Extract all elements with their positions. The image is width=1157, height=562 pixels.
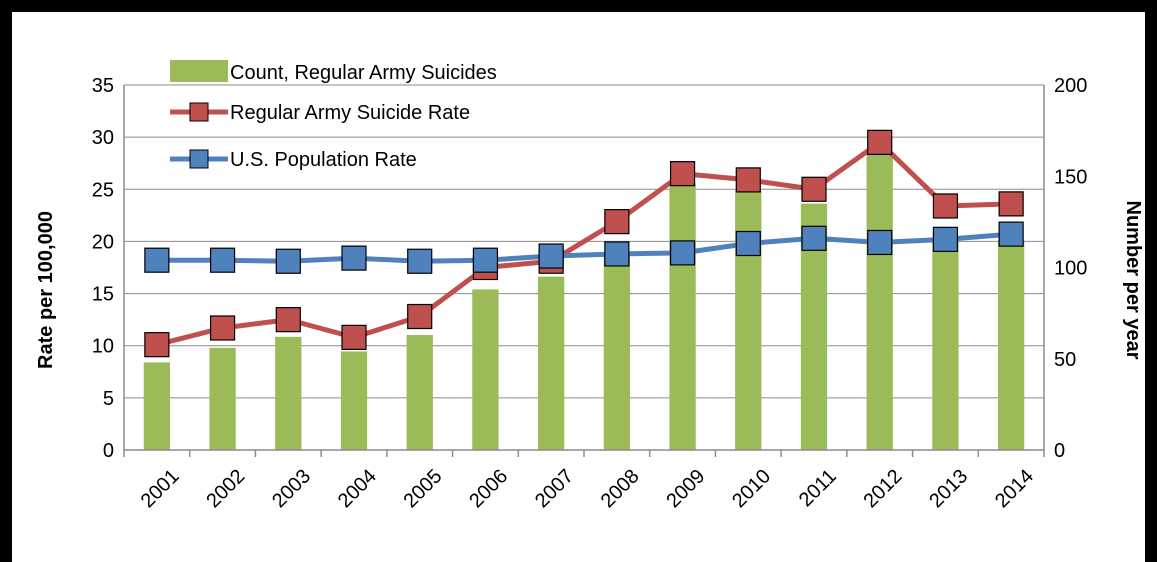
x-tick-label-2003: 2003 [268,465,315,512]
us-rate-point-2007 [538,243,564,269]
axes [123,85,1045,457]
right-tick-label: 50 [1054,349,1076,371]
legend-marker-us [189,149,209,169]
left-tick-label: 25 [92,179,114,201]
x-tick-label-2012: 2012 [860,465,907,512]
left-tick-label: 0 [103,440,114,462]
army-rate-point-2011 [801,176,827,202]
x-tick-label-2001: 2001 [137,465,184,512]
us-rate-point-2013 [932,226,959,252]
left-tick-label: 30 [92,127,114,149]
army-rate-point-2014 [998,191,1024,217]
bars [143,154,1025,451]
gridlines [124,84,1044,451]
x-axis-ticks: 2001 2002 2003 2004 2005 2006 2007 2008 2009 2010… [137,465,1038,512]
bar-2004 [340,351,368,450]
army-rate-point-2001 [144,332,170,358]
bar-2014 [998,240,1025,450]
x-tick-label-2013: 2013 [925,465,972,512]
x-tick-label-2008: 2008 [597,465,644,512]
x-tick-label-2002: 2002 [202,465,249,512]
right-tick-label: 0 [1054,440,1065,462]
right-tick-label: 200 [1054,75,1087,97]
army-rate-point-2005 [407,303,433,330]
bar-2002 [209,347,236,450]
legend-marker-army [189,102,209,122]
bar-2010 [735,190,762,450]
us-rate-point-2012 [867,229,893,256]
bar-2008 [603,254,630,450]
army-rate-point-2004 [341,324,367,350]
left-tick-label: 35 [92,75,114,97]
army-rate-point-2013 [932,193,959,219]
right-tick-label: 100 [1054,258,1087,280]
bar-2007 [538,276,565,450]
chart: 0 5 10 15 20 25 30 35 0 50 100 150 200 2001 2002 2003… [35,60,1144,512]
left-axis-ticks: 0 5 10 15 20 25 30 35 [92,75,114,462]
us-rate-point-2001 [144,247,170,273]
army-rate-point-2012 [867,129,893,155]
right-tick-label: 150 [1054,166,1087,188]
legend-label-count: Count, Regular Army Suicides [230,62,497,84]
bar-2003 [275,336,302,450]
us-rate-point-2011 [801,225,827,251]
left-tick-label: 10 [92,336,114,358]
us-rate-point-2006 [472,247,499,273]
bar-2013 [932,241,959,450]
us-rate-point-2010 [735,230,761,257]
left-tick-label: 15 [92,284,114,306]
left-tick-label: 5 [103,388,114,410]
bar-2009 [669,183,696,451]
us-rate-point-2004 [341,245,367,271]
army-rate-point-2010 [735,167,761,193]
us-rate-point-2003 [275,248,301,274]
legend: Count, Regular Army Suicides Regular Arm… [170,60,497,171]
right-axis-title: Number per year [1122,201,1144,360]
left-tick-label: 20 [92,231,114,253]
bar-2006 [472,289,499,450]
bar-2012 [866,154,893,450]
x-tick-label-2010: 2010 [728,465,775,512]
us-rate-point-2008 [604,241,630,267]
legend-label-army: Regular Army Suicide Rate [230,102,470,124]
bar-2001 [143,362,170,450]
legend-label-us: U.S. Population Rate [230,149,417,171]
right-axis-ticks: 0 50 100 150 200 [1054,75,1087,462]
us-rate-point-2014 [998,221,1024,247]
x-tick-label-2007: 2007 [531,465,578,512]
x-tick-label-2005: 2005 [400,465,447,512]
army-rate-point-2009 [669,161,696,187]
legend-swatch-count [170,60,228,82]
x-tick-label-2011: 2011 [795,465,841,511]
us-rate-point-2002 [209,247,236,273]
army-rate-point-2003 [275,307,301,333]
x-tick-label-2014: 2014 [991,465,1038,512]
left-axis-title: Rate per 100,000 [35,211,57,369]
x-tick-label-2009: 2009 [662,465,709,512]
army-rate-point-2008 [604,209,630,235]
x-tick-label-2006: 2006 [465,465,512,512]
army-rate-point-2002 [209,315,236,341]
us-rate-point-2009 [669,240,696,266]
x-tick-label-2004: 2004 [334,465,381,512]
bar-2005 [406,335,433,450]
us-rate-point-2005 [407,248,433,274]
series-markers [144,129,1024,358]
